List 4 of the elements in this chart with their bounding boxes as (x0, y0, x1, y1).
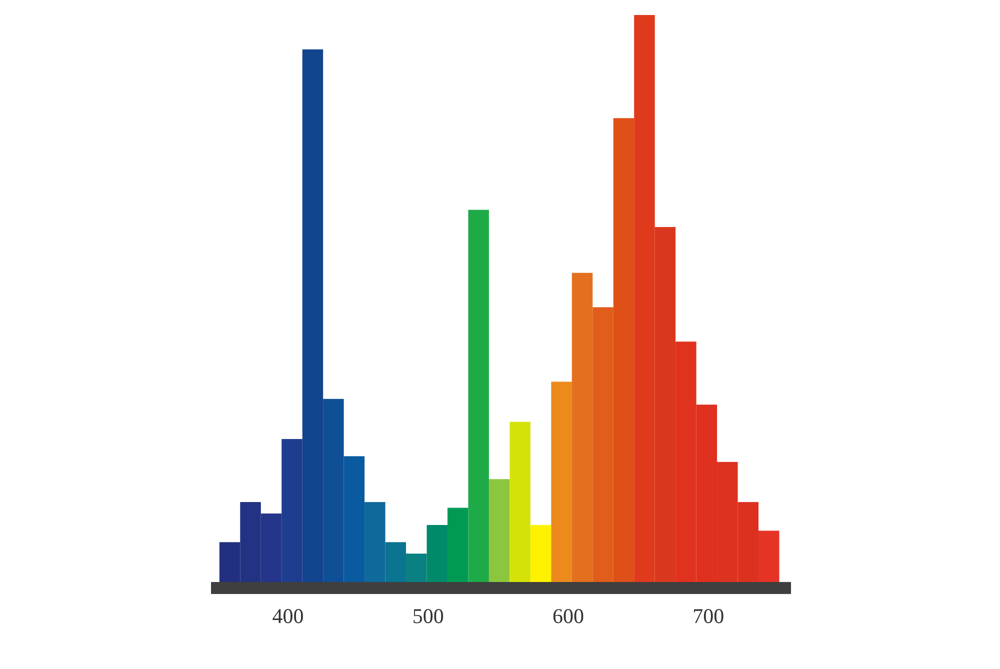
x-tick-label: 400 (272, 604, 304, 628)
x-tick-label: 500 (412, 604, 444, 628)
x-tick-label: 600 (552, 604, 584, 628)
x-tick-label: 700 (692, 604, 724, 628)
